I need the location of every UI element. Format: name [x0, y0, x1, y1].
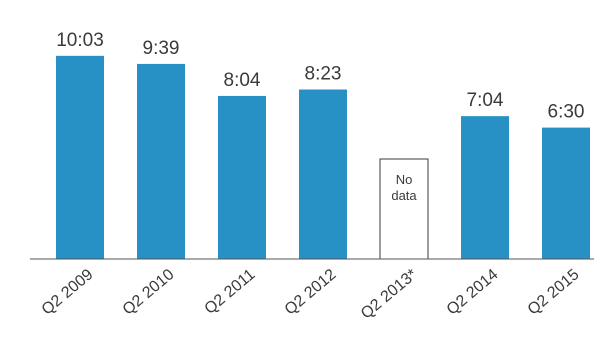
bars-group: No data — [56, 55, 590, 260]
tick-labels-group: Q2 2009 Q2 2010 Q2 2011 Q2 2012 Q2 2013* Q2 2… — [39, 266, 583, 323]
no-data-box — [379, 158, 429, 260]
bar — [299, 89, 347, 259]
no-data-label: No data — [391, 172, 417, 203]
bar-value-label: 10:03 — [56, 30, 104, 51]
x-tick-label: Q2 2012 — [282, 266, 340, 319]
bar-value-label: 7:04 — [467, 90, 504, 111]
bar-value-label: 6:30 — [548, 102, 585, 123]
value-labels-group: 10:03 9:39 8:04 8:23 7:04 6:30 — [56, 30, 584, 123]
x-tick-label: Q2 2014 — [444, 266, 502, 319]
x-tick-label: Q2 2010 — [120, 266, 178, 319]
bar — [218, 95, 266, 259]
bar-value-label: 9:39 — [143, 38, 180, 59]
x-tick-label: Q2 2013* — [358, 266, 421, 322]
bar-value-label: 8:04 — [224, 70, 261, 91]
x-tick-label: Q2 2009 — [39, 266, 97, 319]
x-tick-label: Q2 2015 — [525, 266, 583, 319]
bar — [137, 63, 185, 259]
bar — [56, 55, 104, 259]
bar — [542, 127, 590, 259]
x-tick-label: Q2 2011 — [202, 266, 259, 318]
bar — [461, 116, 509, 259]
bar-value-label: 8:23 — [305, 64, 342, 85]
